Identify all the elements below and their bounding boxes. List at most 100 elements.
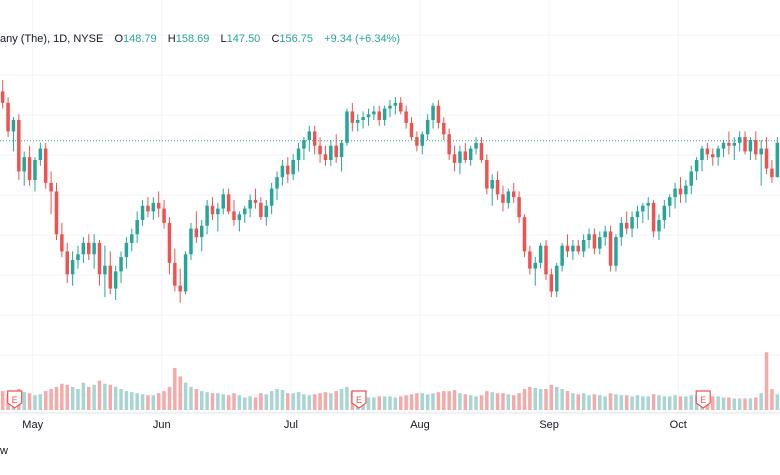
candle-body xyxy=(334,145,338,158)
candle-body xyxy=(178,285,182,292)
volume-bar xyxy=(0,391,5,410)
volume-bar xyxy=(60,383,64,410)
volume-bar xyxy=(495,393,500,410)
candle-body xyxy=(479,142,484,160)
candle-body xyxy=(506,191,511,203)
volume-bar xyxy=(156,393,161,410)
candle-body xyxy=(248,200,252,209)
candle-body xyxy=(533,262,537,269)
candle-body xyxy=(463,151,468,160)
volume-bar xyxy=(323,392,328,410)
candle-body xyxy=(237,214,242,220)
volume-bar xyxy=(49,389,53,410)
volume-bar xyxy=(54,386,59,410)
candle-body xyxy=(355,120,360,123)
candle-body xyxy=(253,200,258,203)
candle-body xyxy=(243,208,247,215)
volume-bar xyxy=(286,393,290,410)
candle-body xyxy=(560,245,564,266)
volume-bar xyxy=(366,397,371,410)
volume-bar xyxy=(92,384,96,410)
candle-body xyxy=(269,188,274,206)
volume-bar xyxy=(205,392,209,410)
volume-bar xyxy=(253,397,258,410)
candle-body xyxy=(119,257,123,272)
volume-bar xyxy=(108,384,113,410)
volume-bar xyxy=(302,394,306,410)
footer-text: w xyxy=(0,445,8,457)
candle-body xyxy=(33,160,37,180)
volume-bar xyxy=(667,396,672,410)
candle-body xyxy=(727,142,731,146)
volume-bar xyxy=(581,393,586,410)
volume-bar xyxy=(334,391,338,410)
candle-body xyxy=(6,102,10,132)
earnings-marker-shape xyxy=(695,390,711,409)
close-value: 156.75 xyxy=(279,33,314,45)
volume-bar xyxy=(608,393,613,410)
volume-bar xyxy=(592,394,597,410)
volume-bar xyxy=(544,389,548,410)
candle-body xyxy=(199,225,204,238)
volume-bar xyxy=(38,394,43,410)
candle-body xyxy=(393,102,398,106)
candle-body xyxy=(458,151,462,163)
candle-body xyxy=(748,140,753,152)
volume-bar xyxy=(76,389,80,410)
candle-body xyxy=(619,222,624,238)
volume-bar xyxy=(307,395,312,410)
candle-body xyxy=(108,265,113,289)
open-label: O xyxy=(114,33,124,45)
candle-body xyxy=(43,148,48,183)
volume-bar xyxy=(571,393,575,410)
candle-body xyxy=(694,160,699,172)
candle-body xyxy=(339,142,344,158)
high-value: 158.69 xyxy=(175,33,210,45)
volume-bar xyxy=(775,394,780,410)
candle-body xyxy=(329,145,333,160)
x-tick-label: Jul xyxy=(284,419,298,431)
earnings-marker[interactable]: E xyxy=(695,390,711,409)
volume-bar xyxy=(517,393,521,410)
candle-body xyxy=(700,148,704,160)
volume-bar xyxy=(506,394,511,410)
candle-body xyxy=(431,105,435,120)
candles xyxy=(0,80,780,303)
candle-body xyxy=(146,205,150,212)
candle-body xyxy=(17,120,21,172)
candle-body xyxy=(226,194,231,212)
volume-bar xyxy=(748,398,753,410)
x-tick-label: Oct xyxy=(670,419,687,431)
candle-body xyxy=(318,145,322,155)
candle-body xyxy=(97,242,102,275)
candle-body xyxy=(291,160,295,175)
earnings-marker-label: E xyxy=(12,395,18,405)
earnings-marker[interactable]: E xyxy=(351,390,367,409)
earnings-marker[interactable]: E xyxy=(7,390,23,409)
volume-bar xyxy=(678,396,683,410)
candle-body xyxy=(302,140,306,149)
volume-bar xyxy=(216,393,220,410)
volume-bar xyxy=(87,386,91,410)
volume-bar xyxy=(415,393,419,410)
volume-bar xyxy=(345,386,349,410)
volume-bar xyxy=(651,394,656,410)
candle-body xyxy=(296,148,301,160)
volume-bar xyxy=(759,393,763,410)
candle-body xyxy=(409,122,414,138)
volume-bar xyxy=(501,393,505,410)
candle-body xyxy=(194,228,199,238)
x-tick-label: May xyxy=(22,419,43,431)
candle-body xyxy=(65,251,69,275)
candle-body xyxy=(651,202,656,232)
volume-bar xyxy=(598,395,602,410)
candle-body xyxy=(60,234,64,252)
volume-bar xyxy=(646,396,650,410)
time-axis: May Jun Jul Aug Sep Oct xyxy=(22,419,686,431)
volume-bar xyxy=(377,396,381,410)
candle-body xyxy=(280,165,285,178)
volume-bar xyxy=(442,391,446,410)
